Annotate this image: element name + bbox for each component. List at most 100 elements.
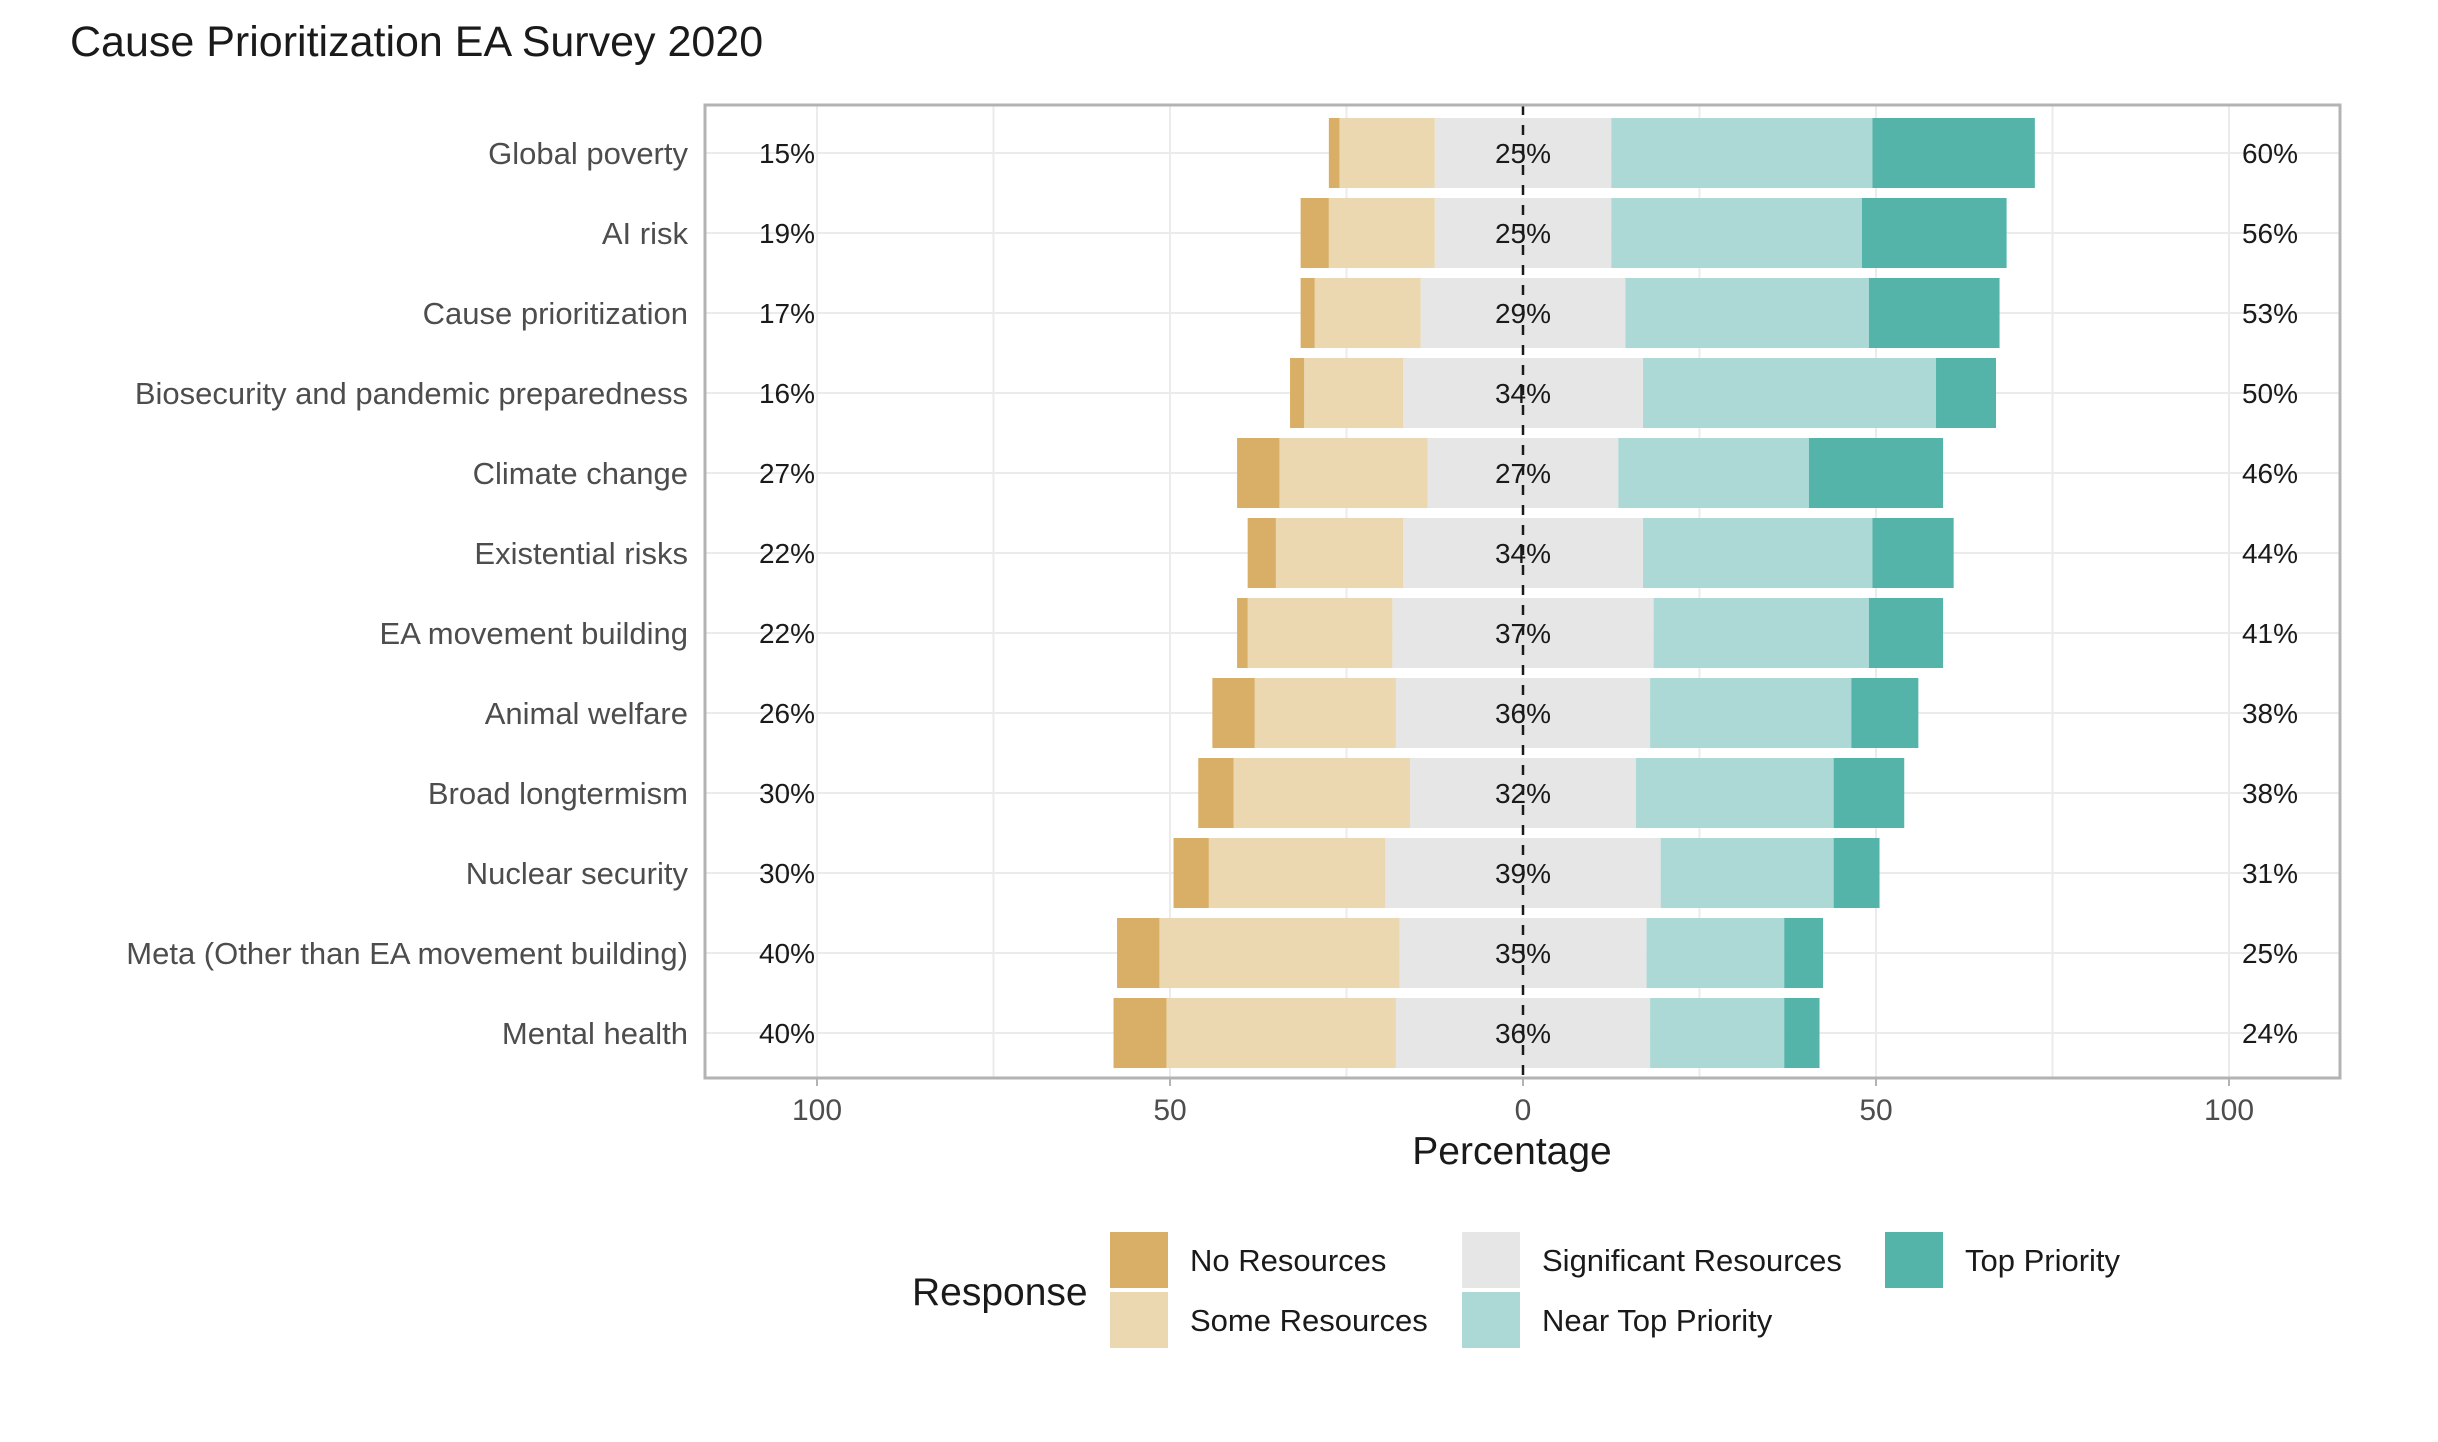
plot-panel-border — [703, 103, 2342, 1080]
center-percentage-label: 29% — [1495, 298, 1551, 329]
bar-near-top-priority — [1625, 278, 1869, 348]
bar-significant-resources — [1392, 598, 1523, 668]
left-percentage-label: 17% — [759, 298, 815, 329]
bar-top-priority — [1868, 278, 2000, 348]
center-percentage-label: 39% — [1495, 858, 1551, 889]
bar-no-resources — [1328, 118, 1340, 188]
bar-significant-resources — [1523, 278, 1626, 348]
bar-significant-resources — [1410, 758, 1523, 828]
category-label: Nuclear security — [466, 856, 689, 891]
bar-near-top-priority — [1635, 758, 1834, 828]
bar-no-resources — [1237, 438, 1280, 508]
right-percentage-label: 46% — [2242, 458, 2298, 489]
left-percentage-label: 26% — [759, 698, 815, 729]
bar-significant-resources — [1434, 118, 1523, 188]
x-tick-label: 50 — [1153, 1094, 1186, 1127]
bar-some-resources — [1254, 678, 1396, 748]
legend-swatch-near-top-priority — [1462, 1292, 1520, 1348]
bar-some-resources — [1314, 278, 1421, 348]
center-percentage-label: 37% — [1495, 618, 1551, 649]
bar-no-resources — [1300, 198, 1329, 268]
bar-near-top-priority — [1653, 598, 1869, 668]
right-percentage-label: 38% — [2242, 698, 2298, 729]
center-percentage-label: 36% — [1495, 1018, 1551, 1049]
center-percentage-label: 32% — [1495, 778, 1551, 809]
bar-near-top-priority — [1618, 438, 1809, 508]
legend-title: Response — [912, 1271, 1088, 1314]
left-percentage-label: 15% — [759, 138, 815, 169]
bar-some-resources — [1208, 838, 1386, 908]
left-percentage-label: 40% — [759, 938, 815, 969]
left-percentage-label: 40% — [759, 1018, 815, 1049]
percentage-labels: 15% 25% 60% 19% 25% 56% 17% 29% 53% 16% 34% 50% 27% 2… — [759, 138, 2298, 1049]
bar-significant-resources — [1523, 998, 1651, 1068]
bar-no-resources — [1237, 598, 1248, 668]
bar-no-resources — [1113, 998, 1167, 1068]
x-tick-label: 100 — [2204, 1094, 2254, 1127]
legend-swatch-some-resources — [1110, 1292, 1168, 1348]
x-axis-ticks: 100 50 0 50 100 — [792, 1078, 2254, 1127]
category-label: EA movement building — [380, 616, 688, 651]
bar-significant-resources — [1523, 678, 1651, 748]
bar-top-priority — [1872, 118, 2035, 188]
bar-significant-resources — [1523, 838, 1661, 908]
bar-significant-resources — [1395, 678, 1523, 748]
center-percentage-label: 36% — [1495, 698, 1551, 729]
bar-some-resources — [1328, 198, 1435, 268]
category-labels: Global poverty AI risk Cause prioritizatio… — [126, 136, 688, 1051]
bar-no-resources — [1198, 758, 1234, 828]
category-label: Mental health — [502, 1016, 688, 1051]
bar-some-resources — [1159, 918, 1400, 988]
bar-top-priority — [1936, 358, 1997, 428]
x-tick-label: 50 — [1859, 1094, 1892, 1127]
left-percentage-label: 30% — [759, 858, 815, 889]
bar-top-priority — [1784, 918, 1824, 988]
bar-top-priority — [1861, 198, 2007, 268]
left-percentage-label: 27% — [759, 458, 815, 489]
bar-significant-resources — [1420, 278, 1523, 348]
right-percentage-label: 38% — [2242, 778, 2298, 809]
category-label: Broad longtermism — [428, 776, 688, 811]
legend-label-some-resources: Some Resources — [1190, 1303, 1428, 1338]
bar-near-top-priority — [1650, 998, 1785, 1068]
center-percentage-label: 34% — [1495, 378, 1551, 409]
legend-label-top-priority: Top Priority — [1965, 1243, 2121, 1278]
x-tick-label: 0 — [1515, 1094, 1532, 1127]
bar-significant-resources — [1523, 518, 1644, 588]
left-percentage-label: 22% — [759, 538, 815, 569]
bar-near-top-priority — [1650, 678, 1852, 748]
bar-near-top-priority — [1646, 918, 1785, 988]
center-percentage-label: 25% — [1495, 138, 1551, 169]
bar-near-top-priority — [1643, 518, 1873, 588]
category-label: Biosecurity and pandemic preparedness — [135, 376, 688, 411]
center-percentage-label: 25% — [1495, 218, 1551, 249]
bar-significant-resources — [1523, 118, 1612, 188]
bar-some-resources — [1247, 598, 1393, 668]
right-percentage-label: 60% — [2242, 138, 2298, 169]
category-label: Climate change — [473, 456, 688, 491]
category-label: Animal welfare — [485, 696, 688, 731]
bar-top-priority — [1833, 838, 1880, 908]
right-percentage-label: 44% — [2242, 538, 2298, 569]
legend: Response No Resources Some Resources Signi… — [912, 1232, 2121, 1348]
legend-swatch-significant-resources — [1462, 1232, 1520, 1288]
bar-no-resources — [1300, 278, 1315, 348]
bar-some-resources — [1279, 438, 1428, 508]
bar-some-resources — [1304, 358, 1403, 428]
bar-no-resources — [1247, 518, 1276, 588]
bar-top-priority — [1784, 998, 1820, 1068]
bar-no-resources — [1117, 918, 1160, 988]
center-percentage-label: 35% — [1495, 938, 1551, 969]
right-percentage-label: 50% — [2242, 378, 2298, 409]
bar-significant-resources — [1395, 998, 1523, 1068]
bar-significant-resources — [1523, 358, 1644, 428]
bar-no-resources — [1173, 838, 1209, 908]
category-label: Cause prioritization — [423, 296, 688, 331]
legend-label-no-resources: No Resources — [1190, 1243, 1386, 1278]
bar-near-top-priority — [1660, 838, 1834, 908]
legend-swatch-top-priority — [1885, 1232, 1943, 1288]
bar-significant-resources — [1523, 758, 1636, 828]
bar-significant-resources — [1523, 598, 1654, 668]
bar-significant-resources — [1427, 438, 1523, 508]
right-percentage-label: 31% — [2242, 858, 2298, 889]
